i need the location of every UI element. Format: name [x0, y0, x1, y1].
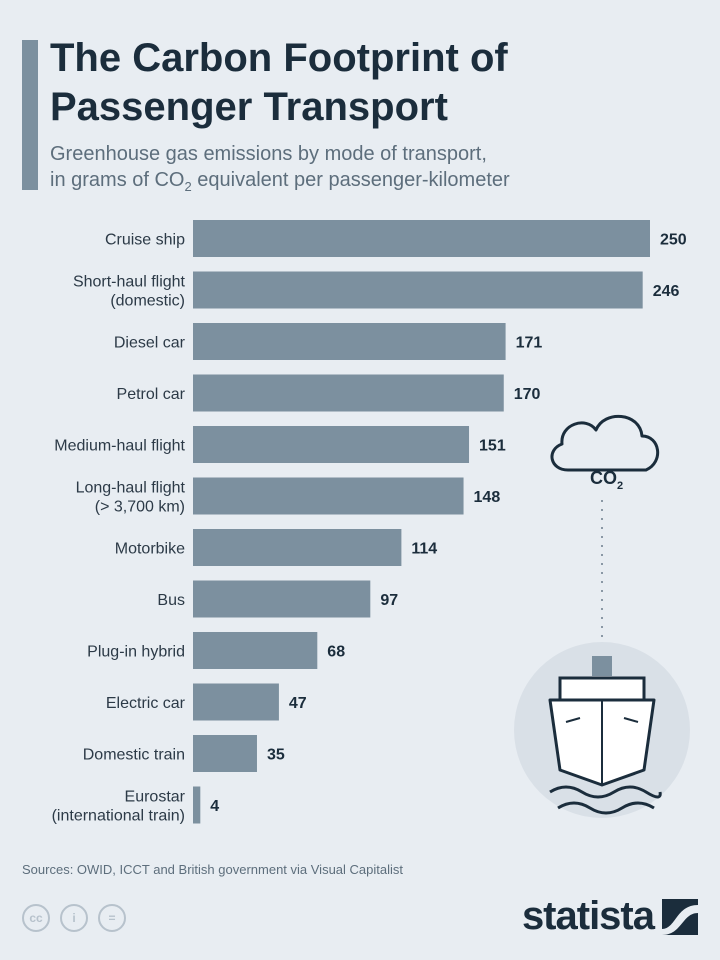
attribution-icon[interactable]: i	[60, 904, 88, 932]
page-title: The Carbon Footprint of Passenger Transp…	[50, 36, 508, 129]
value-label: 68	[327, 644, 345, 661]
bar	[193, 220, 650, 257]
value-label: 114	[411, 541, 437, 558]
category-label: Domestic train	[83, 747, 185, 764]
value-label: 171	[516, 335, 543, 352]
value-label: 250	[660, 232, 687, 249]
category-label: Long-haul flight (> 3,700 km)	[76, 480, 186, 516]
subtitle-line-2-pre: in grams of CO	[50, 169, 185, 191]
bar	[193, 374, 504, 412]
license-icons: cc i =	[22, 904, 126, 932]
bar	[193, 735, 257, 772]
category-label: Plug-in hybrid	[87, 644, 185, 661]
no-derivatives-icon[interactable]: =	[98, 904, 126, 932]
bar	[193, 477, 464, 515]
source-note: Sources: OWID, ICCT and British governme…	[22, 862, 403, 877]
category-label: Diesel car	[114, 335, 186, 352]
subtitle-line-2-post: equivalent per passenger-kilometer	[191, 169, 510, 191]
page-subtitle: Greenhouse gas emissions by mode of tran…	[50, 141, 710, 200]
bar	[193, 529, 402, 566]
value-label: 246	[653, 283, 680, 300]
value-label: 148	[474, 489, 501, 506]
bar-chart: Cruise ship 250 Short-haul flight (domestic…	[52, 220, 687, 825]
brand-name: statista	[521, 894, 655, 938]
category-label: Short-haul flight (domestic)	[73, 274, 186, 310]
creative-commons-icon[interactable]: cc	[22, 904, 50, 932]
brand-logo[interactable]: statista	[522, 894, 698, 939]
category-label: Bus	[157, 592, 185, 609]
bar	[193, 786, 201, 824]
subtitle-line-1: Greenhouse gas emissions by mode of tran…	[50, 143, 487, 165]
statista-logo-icon	[662, 898, 698, 935]
bar	[193, 632, 318, 669]
bar	[193, 323, 506, 360]
transport-illustration: CO2	[514, 415, 690, 818]
value-label: 170	[514, 386, 541, 403]
category-label: Eurostar (international train)	[52, 789, 186, 825]
category-label: Electric car	[106, 695, 186, 712]
value-label: 4	[210, 798, 219, 815]
cloud-icon	[550, 415, 660, 472]
category-label: Motorbike	[115, 541, 185, 558]
bar	[193, 271, 643, 309]
subtitle-subscript: 2	[184, 179, 192, 194]
category-label: Medium-haul flight	[54, 438, 185, 455]
value-label: 35	[267, 747, 285, 764]
bar	[193, 426, 470, 463]
cloud-label: CO2	[590, 468, 623, 492]
category-label: Petrol car	[117, 386, 186, 403]
value-label: 151	[479, 438, 506, 455]
title-accent-bar	[22, 40, 38, 190]
category-label: Cruise ship	[105, 232, 185, 249]
bar	[193, 580, 371, 618]
value-label: 47	[289, 695, 307, 712]
ship-icon	[548, 656, 662, 815]
value-label: 97	[380, 592, 398, 609]
bar	[193, 683, 279, 721]
